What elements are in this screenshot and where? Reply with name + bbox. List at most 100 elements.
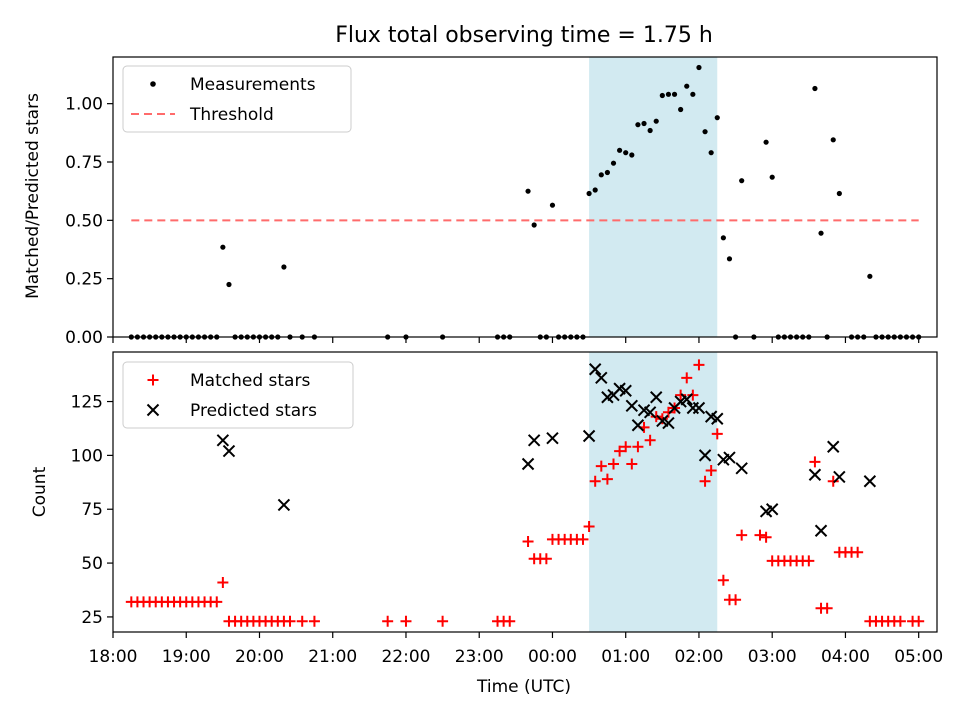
x-tick-label: 03:00 xyxy=(748,647,797,667)
measurement-point xyxy=(726,256,733,262)
measurement-points xyxy=(128,64,922,340)
measurement-point xyxy=(720,235,726,241)
measurement-point xyxy=(818,230,824,236)
top-x-ticks xyxy=(112,337,920,343)
measurement-point xyxy=(812,85,818,92)
x-axis-label: Time (UTC) xyxy=(476,677,571,697)
top-y-tick-label: 0.00 xyxy=(65,328,103,348)
matched-point xyxy=(577,533,589,545)
predicted-point xyxy=(216,434,230,447)
measurement-point xyxy=(598,172,604,178)
x-tick-label: 22:00 xyxy=(381,647,430,667)
predicted-point xyxy=(625,399,639,413)
matched-point xyxy=(681,372,693,384)
predicted-point xyxy=(692,401,706,415)
x-tick-label: 05:00 xyxy=(894,647,943,667)
measurement-point xyxy=(647,127,653,134)
measurement-point xyxy=(549,202,556,208)
matched-point xyxy=(437,615,449,627)
bottom-panel: 25 50 75 100 125 18:00 19:00 20:00 21:00 22:00 23… xyxy=(30,351,943,697)
bottom-legend-box xyxy=(122,361,354,429)
matched-point xyxy=(913,615,925,627)
legend-label-threshold: Threshold xyxy=(189,105,274,125)
predicted-point xyxy=(765,503,779,516)
matched-point xyxy=(656,413,668,425)
x-tick-label: 20:00 xyxy=(235,647,284,667)
legend-label-predicted: Predicted stars xyxy=(190,401,317,421)
matched-point xyxy=(400,615,412,627)
measurement-point xyxy=(739,178,745,184)
matched-point xyxy=(589,475,601,487)
legend-marker-matched xyxy=(147,374,159,386)
matched-point xyxy=(296,615,308,627)
measurement-point xyxy=(714,115,720,121)
matched-point xyxy=(650,411,662,423)
predicted-point xyxy=(808,468,822,481)
top-legend-box xyxy=(122,65,352,133)
measurement-point xyxy=(696,64,702,71)
measurement-point xyxy=(525,188,531,194)
measurement-point xyxy=(653,118,659,124)
top-y-axis-label: Matched/Predicted stars xyxy=(23,93,43,299)
bottom-plot-frame xyxy=(112,351,938,633)
measurement-point xyxy=(531,222,537,228)
measurement-point xyxy=(220,244,226,250)
matched-point xyxy=(284,615,296,627)
predicted-point xyxy=(643,406,657,419)
predicted-point xyxy=(588,363,602,376)
matched-point xyxy=(583,520,595,532)
bottom-y-axis-label: Count xyxy=(30,466,50,517)
predicted-point xyxy=(619,384,632,397)
predicted-point xyxy=(546,431,559,445)
x-tick-label: 01:00 xyxy=(601,647,650,667)
measurement-point xyxy=(678,106,684,113)
matched-point xyxy=(522,536,534,548)
measurement-point xyxy=(836,190,842,197)
measurement-point xyxy=(281,264,287,270)
measurement-point xyxy=(617,147,623,153)
chart-title: Flux total observing time = 1.75 h xyxy=(335,23,713,48)
matched-point xyxy=(595,460,607,472)
bottom-y-tick-label: 75 xyxy=(81,500,103,520)
measurement-point xyxy=(629,152,635,158)
matched-point xyxy=(852,546,864,558)
x-tick-label: 04:00 xyxy=(821,647,870,667)
legend-plus-glyph xyxy=(147,374,159,386)
measurement-point xyxy=(226,281,232,288)
top-y-ticks: 0.00 0.25 0.50 0.75 1.00 xyxy=(65,95,113,348)
matched-point xyxy=(675,389,687,401)
measurement-point xyxy=(592,187,598,193)
matched-point xyxy=(699,475,711,487)
measurement-point xyxy=(769,174,775,180)
measurement-point xyxy=(830,137,836,143)
predicted-point xyxy=(863,475,877,488)
measurement-point xyxy=(708,150,714,156)
measurement-point xyxy=(665,91,672,97)
matched-point xyxy=(760,531,772,543)
x-tick-label: 21:00 xyxy=(308,647,357,667)
bottom-y-tick-label: 100 xyxy=(71,446,103,466)
measurement-point xyxy=(586,190,592,197)
matched-point xyxy=(608,458,620,470)
predicted-point xyxy=(814,524,828,537)
matched-point xyxy=(754,529,766,541)
top-panel: 0.00 0.25 0.50 0.75 1.00 Matched/Predicted s… xyxy=(23,56,938,348)
measurement-point xyxy=(635,122,641,128)
predicted-point xyxy=(631,419,645,432)
matched-point xyxy=(632,441,644,453)
matched-point xyxy=(308,615,320,627)
predicted-point xyxy=(527,434,541,447)
x-tick-label: 23:00 xyxy=(455,647,504,667)
top-legend: Measurements Threshold xyxy=(122,65,352,133)
measurement-point xyxy=(702,129,708,135)
predicted-point xyxy=(827,440,840,453)
predicted-points xyxy=(216,363,877,537)
bottom-y-ticks: 25 50 75 100 125 xyxy=(71,393,113,628)
matched-point xyxy=(711,428,723,440)
predicted-point xyxy=(698,449,712,462)
predicted-point xyxy=(595,371,608,385)
measurement-point xyxy=(604,169,611,176)
bottom-legend: Matched stars Predicted stars xyxy=(122,361,354,429)
top-y-tick-label: 0.50 xyxy=(65,211,103,231)
